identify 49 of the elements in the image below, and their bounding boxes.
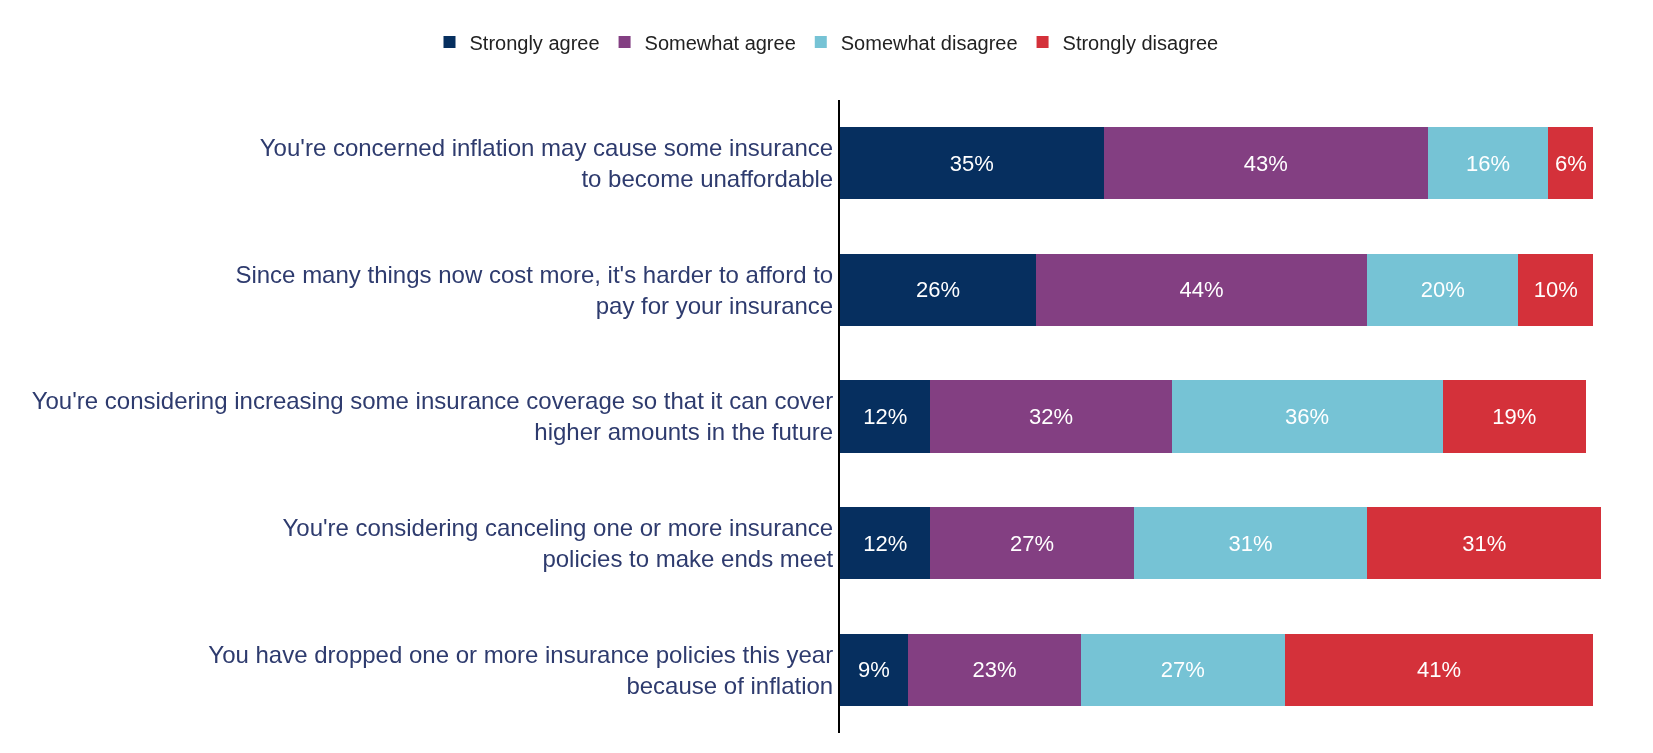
y-tick-label: You're considering increasing some insurance coverage so that it can cover higher amounts in the future <box>31 387 834 446</box>
y-tick-label: You're considering canceling one or more insurance policies to make ends meet <box>282 513 834 573</box>
y-tick-label: Since many things now cost more, it's harder to afford to pay for your insurance <box>235 260 834 319</box>
bar <box>1367 253 1519 326</box>
bar <box>1284 633 1594 706</box>
bar <box>840 127 1104 200</box>
bar <box>1548 127 1594 200</box>
data-label: 43% <box>1243 150 1288 176</box>
data-label: 27% <box>1010 530 1055 556</box>
data-label: 31% <box>1462 530 1507 556</box>
bar <box>840 253 1036 326</box>
data-label: 35% <box>949 150 994 176</box>
bar <box>1133 507 1368 580</box>
bar <box>1171 380 1443 453</box>
data-label: 9% <box>858 657 890 683</box>
data-label: 23% <box>972 657 1017 683</box>
bar <box>1035 253 1368 326</box>
bar <box>930 380 1172 453</box>
data-label: 41% <box>1416 657 1461 683</box>
data-label: 12% <box>863 530 908 556</box>
data-label: 12% <box>863 404 908 429</box>
legend-label: Somewhat disagree <box>840 31 1018 54</box>
data-label: 19% <box>1492 404 1537 429</box>
data-label: 6% <box>1554 150 1587 176</box>
bar <box>840 380 931 453</box>
data-label: 31% <box>1228 530 1273 556</box>
data-label: 32% <box>1028 404 1073 429</box>
bar <box>1103 127 1428 200</box>
data-label: 27% <box>1160 657 1205 683</box>
data-label: 36% <box>1285 404 1330 429</box>
bar <box>840 633 908 706</box>
bar <box>1081 633 1285 706</box>
data-label: 10% <box>1533 277 1578 303</box>
bar <box>840 507 931 580</box>
bar <box>1442 380 1586 453</box>
bar <box>1518 253 1594 326</box>
data-label: 44% <box>1179 277 1224 303</box>
legend-label: Strongly agree <box>469 31 600 54</box>
data-label: 20% <box>1420 277 1465 303</box>
bar <box>1367 507 1601 580</box>
data-label: 26% <box>915 277 960 303</box>
data-label: 16% <box>1465 150 1510 176</box>
bar <box>1427 127 1549 200</box>
bar <box>930 507 1134 580</box>
legend-label: Strongly disagree <box>1062 31 1219 54</box>
y-tick-label: You have dropped one or more insurance policies this year because of inflation <box>208 640 834 699</box>
bar <box>907 633 1082 706</box>
legend-label: Somewhat agree <box>644 31 796 54</box>
y-tick-label: You're concerned inflation may cause some insurance to become unaffordable <box>259 134 834 193</box>
